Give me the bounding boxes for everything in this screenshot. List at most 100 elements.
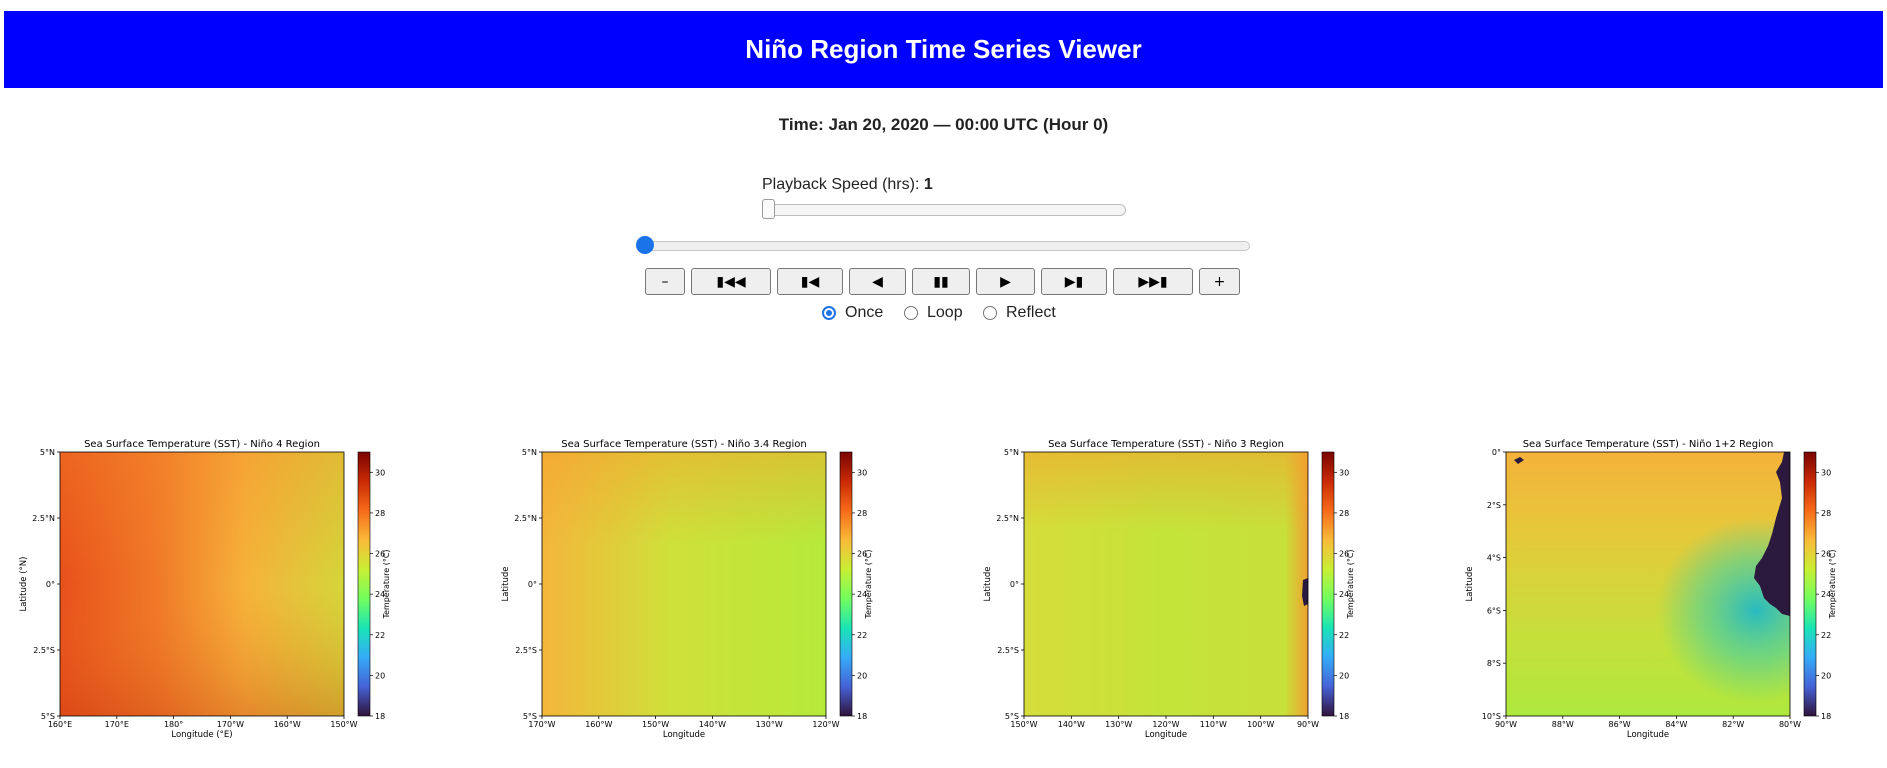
x-tick-label: 130°W bbox=[756, 720, 783, 729]
playback-speed-control: Playback Speed (hrs): 1 bbox=[762, 176, 1126, 219]
colorbar bbox=[357, 451, 371, 717]
sst-map-nino34-svg: Sea Surface Temperature (SST) - Niño 3.4… bbox=[501, 439, 873, 740]
playback-controls: – ▮◀◀ ▮◀ ◀ ▮▮ ▶ ▶▮ ▶▶▮ + bbox=[0, 268, 1887, 296]
colorbar-tick-label: 30 bbox=[1339, 468, 1349, 477]
x-tick-label: 110°W bbox=[1200, 720, 1227, 729]
colorbar-tick-label: 26 bbox=[857, 550, 867, 559]
x-tick-label: 150°W bbox=[330, 720, 357, 729]
x-tick-label: 140°W bbox=[1058, 720, 1085, 729]
y-tick-label: 10°S bbox=[1482, 712, 1501, 721]
y-tick-label: 5°N bbox=[40, 448, 55, 457]
colorbar bbox=[839, 451, 853, 717]
playback-speed-slider-thumb[interactable] bbox=[762, 199, 775, 219]
playback-speed-slider[interactable] bbox=[762, 204, 1126, 216]
x-tick-label: 170°W bbox=[528, 720, 555, 729]
colorbar-label: Temperature (°C) bbox=[1828, 549, 1837, 619]
previous-frame-button[interactable]: ▮◀ bbox=[777, 268, 843, 295]
x-tick-label: 160°W bbox=[274, 720, 301, 729]
mode-radio-0[interactable] bbox=[822, 306, 836, 320]
time-slider-thumb[interactable] bbox=[636, 236, 654, 254]
playback-speed-label: Playback Speed (hrs): 1 bbox=[762, 176, 1126, 194]
slower-button[interactable]: – bbox=[645, 268, 685, 295]
playback-speed-text: Playback Speed (hrs): bbox=[762, 176, 924, 193]
app-header: Niño Region Time Series Viewer bbox=[4, 11, 1883, 88]
sst-map-nino3: Sea Surface Temperature (SST) - Niño 3 R… bbox=[982, 438, 1355, 743]
mode-radio-2[interactable] bbox=[983, 306, 997, 320]
colorbar-tick-label: 20 bbox=[857, 671, 867, 680]
x-tick-label: 170°E bbox=[105, 720, 129, 729]
colorbar bbox=[1803, 451, 1817, 717]
map-frame bbox=[1505, 451, 1791, 717]
sst-map-nino4: Sea Surface Temperature (SST) - Niño 4 R… bbox=[18, 438, 391, 743]
colorbar-tick-label: 30 bbox=[375, 468, 385, 477]
colorbar-tick-label: 26 bbox=[1821, 550, 1831, 559]
colorbar-tick-label: 24 bbox=[1339, 590, 1349, 599]
y-tick-label: 0° bbox=[46, 580, 55, 589]
x-axis-label: Longitude bbox=[663, 730, 705, 740]
south-america-coast bbox=[1754, 452, 1790, 616]
colorbar-label: Temperature (°C) bbox=[382, 549, 391, 619]
x-tick-label: 120°W bbox=[1152, 720, 1179, 729]
sst-map-nino34: Sea Surface Temperature (SST) - Niño 3.4… bbox=[500, 438, 873, 743]
x-tick-label: 100°W bbox=[1247, 720, 1274, 729]
loop-mode-group: Once Loop Reflect bbox=[0, 304, 1887, 328]
sst-upwelling bbox=[1506, 452, 1790, 716]
colorbar-tick-label: 24 bbox=[375, 590, 385, 599]
mode-reflect-option[interactable]: Reflect bbox=[983, 304, 1056, 322]
colorbar-tick-label: 18 bbox=[857, 712, 867, 721]
sst-field-shading bbox=[60, 452, 344, 716]
mode-loop-option[interactable]: Loop bbox=[904, 304, 963, 322]
y-tick-label: 5°N bbox=[1004, 448, 1019, 457]
x-axis-label: Longitude (°E) bbox=[171, 730, 232, 740]
time-slider[interactable] bbox=[638, 241, 1250, 251]
colorbar-tick-label: 20 bbox=[1339, 671, 1349, 680]
play-reverse-button[interactable]: ◀ bbox=[849, 268, 906, 295]
y-axis-label: Latitude bbox=[1465, 567, 1475, 602]
colorbar-tick-label: 28 bbox=[857, 509, 867, 518]
colorbar-tick-label: 22 bbox=[1339, 631, 1349, 640]
colorbar-tick-label: 28 bbox=[1339, 509, 1349, 518]
x-tick-label: 130°W bbox=[1105, 720, 1132, 729]
x-tick-label: 160°W bbox=[585, 720, 612, 729]
faster-button[interactable]: + bbox=[1199, 268, 1240, 295]
mode-once-option[interactable]: Once bbox=[822, 304, 883, 322]
y-tick-label: 2.5°S bbox=[33, 646, 55, 655]
mode-radio-1[interactable] bbox=[904, 306, 918, 320]
colorbar-tick-label: 18 bbox=[375, 712, 385, 721]
y-tick-label: 0° bbox=[528, 580, 537, 589]
colorbar-tick-label: 24 bbox=[857, 590, 867, 599]
next-frame-button[interactable]: ▶▮ bbox=[1041, 268, 1107, 295]
x-tick-label: 88°W bbox=[1552, 720, 1574, 729]
y-tick-label: 2°S bbox=[1487, 501, 1501, 510]
y-tick-label: 5°S bbox=[1005, 712, 1019, 721]
last-frame-button[interactable]: ▶▶▮ bbox=[1113, 268, 1193, 295]
mode-once-label: Once bbox=[845, 304, 884, 321]
colorbar bbox=[1321, 451, 1335, 717]
y-tick-label: 8°S bbox=[1487, 659, 1501, 668]
time-readout: Time: Jan 20, 2020 — 00:00 UTC (Hour 0) bbox=[778, 115, 1109, 134]
colorbar-tick-label: 22 bbox=[857, 631, 867, 640]
colorbar-tick-label: 20 bbox=[375, 671, 385, 680]
y-tick-label: 2.5°S bbox=[997, 646, 1019, 655]
sst-map-nino3-svg: Sea Surface Temperature (SST) - Niño 3 R… bbox=[983, 439, 1355, 740]
colorbar-tick-label: 22 bbox=[375, 631, 385, 640]
colorbar-tick-label: 20 bbox=[1821, 671, 1831, 680]
y-axis-label: Latitude bbox=[983, 567, 993, 602]
sst-map-nino4-svg: Sea Surface Temperature (SST) - Niño 4 R… bbox=[19, 439, 391, 740]
colorbar-tick-label: 18 bbox=[1339, 712, 1349, 721]
sst-field-shading bbox=[1024, 452, 1308, 716]
play-button[interactable]: ▶ bbox=[976, 268, 1035, 295]
y-tick-label: 2.5°S bbox=[515, 646, 537, 655]
pause-button[interactable]: ▮▮ bbox=[912, 268, 970, 295]
map-title: Sea Surface Temperature (SST) - Niño 1+2… bbox=[1523, 439, 1774, 450]
first-frame-button[interactable]: ▮◀◀ bbox=[691, 268, 771, 295]
colorbar-tick-label: 26 bbox=[375, 550, 385, 559]
colorbar-tick-label: 30 bbox=[857, 468, 867, 477]
sst-map-nino12-svg: Sea Surface Temperature (SST) - Niño 1+2… bbox=[1465, 439, 1837, 740]
colorbar-tick-label: 26 bbox=[1339, 550, 1349, 559]
map-title: Sea Surface Temperature (SST) - Niño 3 R… bbox=[1048, 439, 1284, 450]
colorbar-label: Temperature (°C) bbox=[1346, 549, 1355, 619]
sst-map-nino12: Sea Surface Temperature (SST) - Niño 1+2… bbox=[1464, 438, 1837, 743]
x-tick-label: 150°W bbox=[642, 720, 669, 729]
x-tick-label: 90°W bbox=[1297, 720, 1319, 729]
